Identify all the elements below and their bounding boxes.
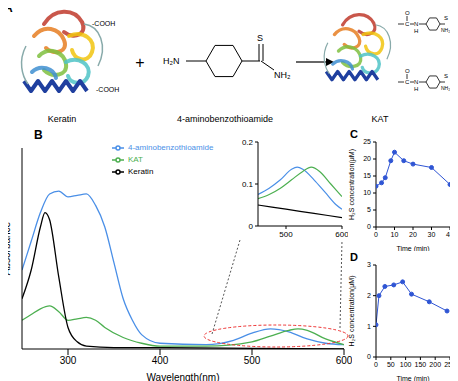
svg-text:Keratin: Keratin <box>48 114 77 124</box>
svg-text:5: 5 <box>367 206 371 213</box>
svg-text:O: O <box>405 10 410 16</box>
html-text:KAT: KAT <box>128 155 143 165</box>
svg-text:0.1: 0.1 <box>242 180 254 189</box>
svg-text:500: 500 <box>244 355 261 366</box>
html-text:Keratin: Keratin <box>128 167 154 177</box>
svg-text:H₂N: H₂N <box>163 56 180 66</box>
svg-text:30: 30 <box>428 231 436 238</box>
svg-text:400: 400 <box>152 355 169 366</box>
svg-text:40: 40 <box>446 231 450 238</box>
svg-text:10: 10 <box>391 231 399 238</box>
svg-text:0: 0 <box>374 361 378 368</box>
svg-text:3: 3 <box>367 261 371 268</box>
svg-text:4-aminobenzothioamide: 4-aminobenzothioamide <box>177 114 273 124</box>
svg-text:50: 50 <box>387 361 395 368</box>
svg-text:0: 0 <box>367 223 371 230</box>
svg-text:500: 500 <box>279 230 293 239</box>
svg-text:20: 20 <box>363 155 371 162</box>
svg-text:300: 300 <box>60 355 77 366</box>
svg-text:250: 250 <box>444 361 450 368</box>
svg-text:H₂S concentration(μM): H₂S concentration(μM) <box>348 276 356 347</box>
svg-text:A: A <box>8 8 13 15</box>
svg-text:600: 600 <box>335 230 348 239</box>
svg-text:1: 1 <box>367 323 371 330</box>
svg-text:N: N <box>414 21 418 27</box>
svg-text:H: H <box>414 86 418 92</box>
svg-text:C: C <box>405 79 410 85</box>
svg-text:O: O <box>405 68 410 74</box>
svg-text:15: 15 <box>363 172 371 179</box>
svg-text:Time (min): Time (min) <box>396 245 429 251</box>
svg-text:0: 0 <box>249 222 254 231</box>
svg-text:Time (min): Time (min) <box>396 375 429 381</box>
html-text:D: D <box>350 251 358 263</box>
svg-text:0: 0 <box>367 353 371 360</box>
svg-text:0.2: 0.2 <box>242 138 254 147</box>
svg-text:150: 150 <box>415 361 427 368</box>
svg-text:NH₂: NH₂ <box>441 27 450 33</box>
svg-text:0: 0 <box>374 231 378 238</box>
svg-text:S: S <box>257 33 263 43</box>
svg-text:Absorbance: Absorbance <box>8 221 12 275</box>
svg-text:C: C <box>405 21 410 27</box>
svg-text:200: 200 <box>429 361 441 368</box>
svg-text:100: 100 <box>400 361 412 368</box>
svg-text:KAT: KAT <box>372 114 389 124</box>
svg-text:H₂S concentration(μM): H₂S concentration(μM) <box>348 149 356 220</box>
svg-text:Wavelength(nm): Wavelength(nm) <box>147 372 220 381</box>
svg-text:-COOH: -COOH <box>92 20 115 27</box>
svg-text:2: 2 <box>367 292 371 299</box>
svg-text:NH₂: NH₂ <box>441 85 450 91</box>
html-text:4-aminobenzothioamide: 4-aminobenzothioamide <box>128 143 214 153</box>
svg-text:10: 10 <box>363 189 371 196</box>
svg-text:600: 600 <box>336 355 352 366</box>
svg-text:20: 20 <box>409 231 417 238</box>
svg-text:S: S <box>444 15 448 21</box>
svg-text:NH₂: NH₂ <box>274 70 291 80</box>
svg-text:S: S <box>444 73 448 79</box>
svg-text:N: N <box>414 79 418 85</box>
html-text:C: C <box>350 128 358 140</box>
html-text:B: B <box>34 128 43 142</box>
svg-text:H: H <box>414 28 418 34</box>
svg-text:25: 25 <box>363 138 371 145</box>
svg-text:-COOH: -COOH <box>96 86 119 93</box>
svg-text:+: + <box>135 54 144 71</box>
